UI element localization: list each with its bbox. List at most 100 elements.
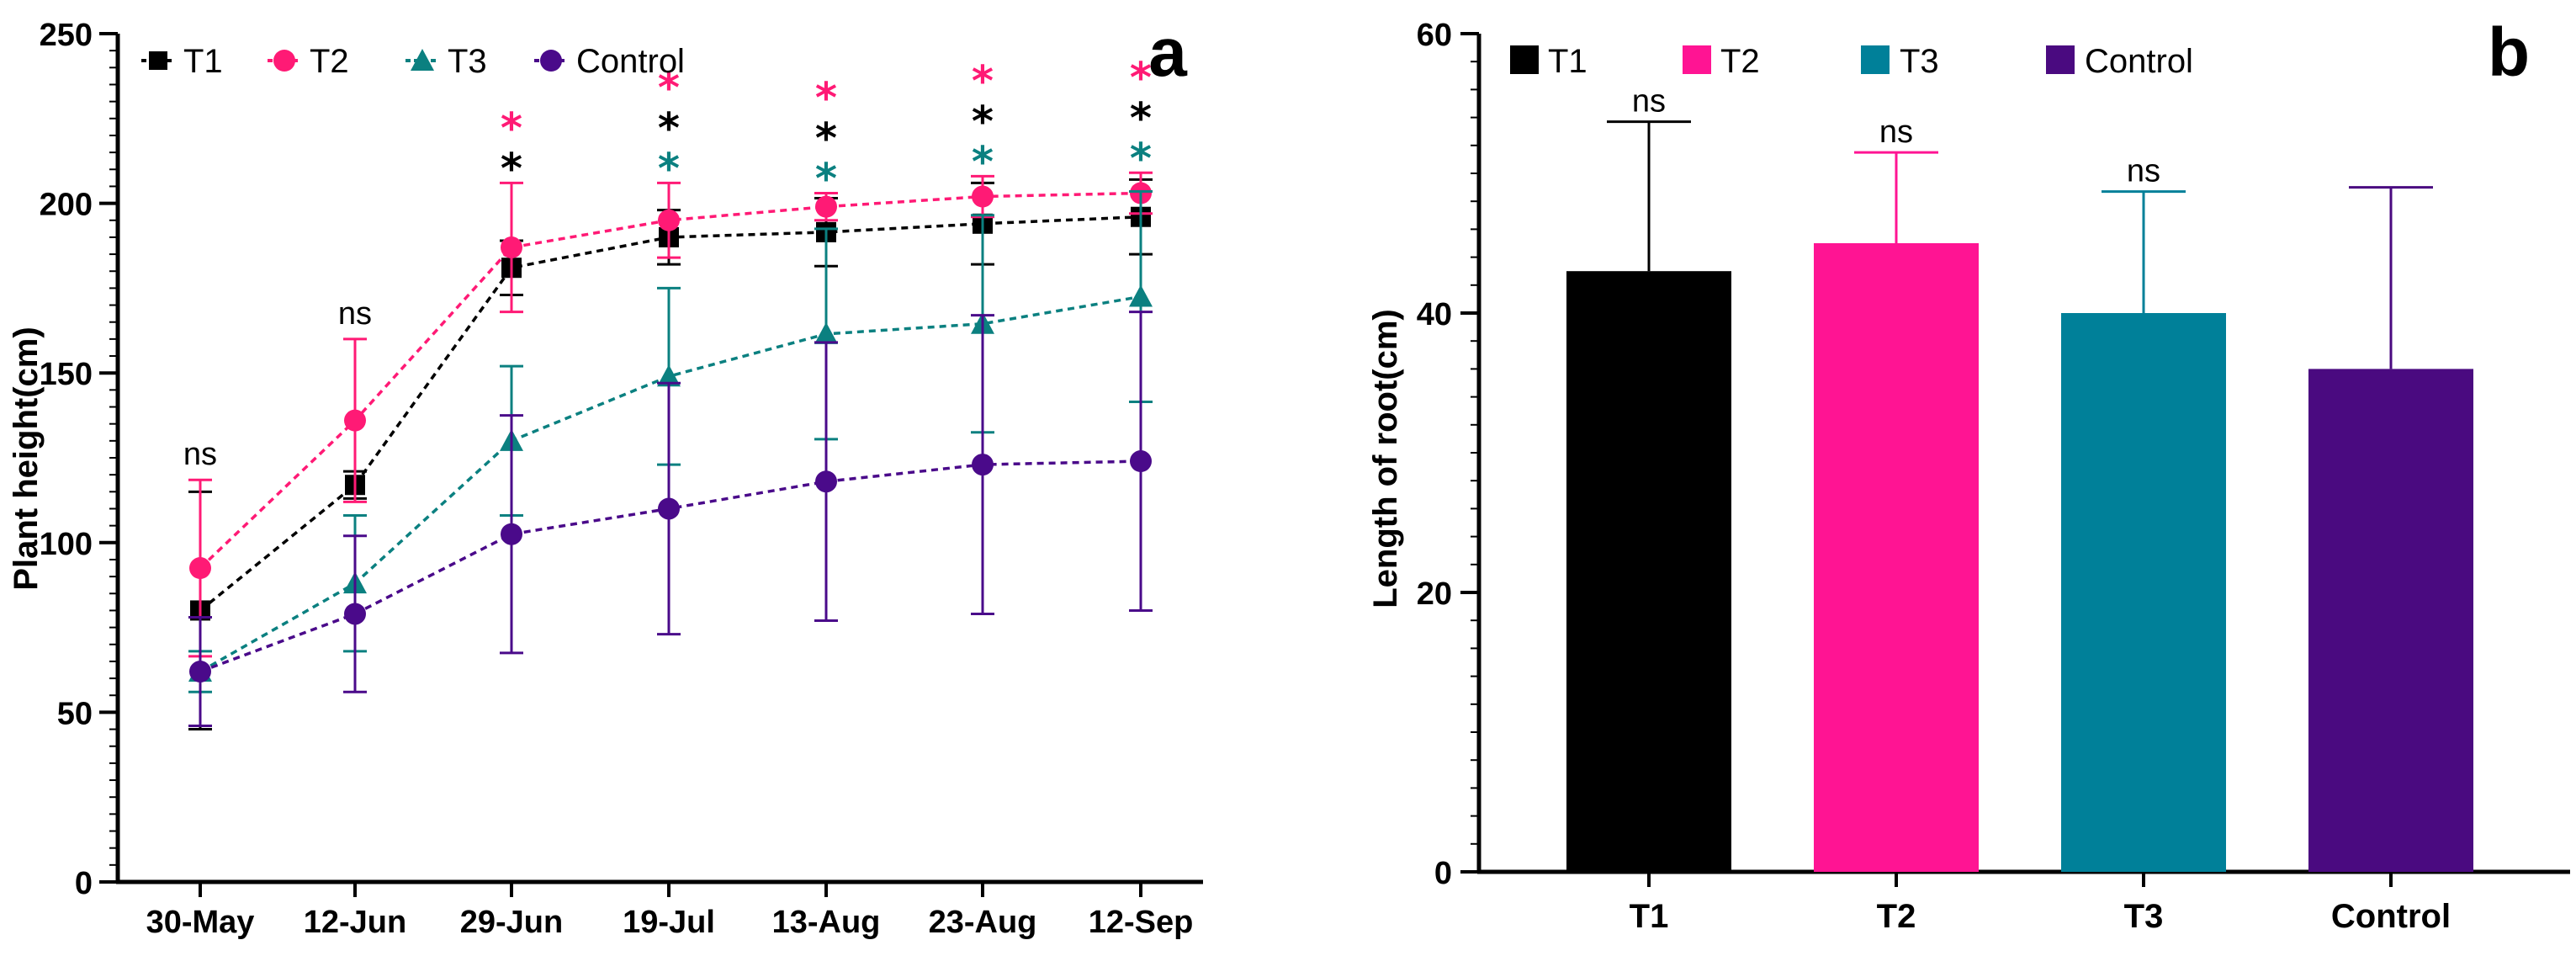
panel-a-legend: T1 T2 T3 Control <box>141 43 685 80</box>
data-point-control-23-aug <box>972 454 994 476</box>
data-point-control-30-may <box>189 661 211 683</box>
annotation-star-12-sep: * <box>1130 134 1152 183</box>
annotation-star-23-aug: * <box>972 97 994 146</box>
series-line-control <box>199 459 1142 673</box>
legend-label-b-t3: T3 <box>1900 43 1939 80</box>
data-point-t3-19-jul <box>657 364 681 387</box>
data-point-control-12-sep <box>1130 450 1152 473</box>
legend-swatch-b-t1 <box>1510 45 1539 74</box>
legend-label-b-t1: T1 <box>1548 43 1587 80</box>
b-x-tick-label-control: Control <box>2331 898 2451 935</box>
panel-a-line-chart: 0 50 100 150 200 250 30-May 12-Jun 29-Jun 19-Jul… <box>8 14 1203 940</box>
bar-label-ns-t1: ns <box>1632 84 1666 120</box>
x-tick-label-29-jun: 29-Jun <box>460 905 563 940</box>
panel-b-bars: ns ns ns <box>1566 84 2473 872</box>
annotation-ns-30-may: ns <box>183 437 217 472</box>
legend-marker-t1 <box>149 51 167 70</box>
panel-b-y-axis-title: Length of root(cm) <box>1367 309 1404 608</box>
series-control <box>188 311 1153 728</box>
annotation-star-13-aug: * <box>815 74 837 123</box>
series-line-t1 <box>199 215 1142 612</box>
legend-label-t1: T1 <box>183 43 223 80</box>
bar-control <box>2308 369 2473 872</box>
panel-a-x-ticks: 30-May 12-Jun 29-Jun 19-Jul 13-Aug 23-Aug 12-S… <box>146 882 1194 940</box>
bar-group-t2: ns <box>1814 114 1979 872</box>
x-tick-label-23-aug: 23-Aug <box>929 905 1037 940</box>
bar-group-t3: ns <box>2061 154 2226 872</box>
data-point-t2-29-jun <box>501 236 522 259</box>
bar-label-ns-t3: ns <box>2127 154 2160 189</box>
y-tick-label-0: 0 <box>75 866 93 901</box>
annotation-ns-12-jun: ns <box>338 296 372 332</box>
data-point-control-13-aug <box>815 470 837 493</box>
x-tick-label-13-aug: 13-Aug <box>772 905 881 940</box>
b-x-tick-label-t2: T2 <box>1877 898 1916 935</box>
data-point-t3-13-aug <box>814 321 838 344</box>
legend-item-t1: T1 <box>141 43 223 80</box>
panel-b-legend: T1 T2 T3 Control <box>1510 43 2193 80</box>
panel-b-bar-chart: 0 20 40 60 T1 T2 T3 Control Length of root(cm)… <box>1367 14 2570 935</box>
legend-item-t3: T3 <box>405 43 487 80</box>
legend-label-control: Control <box>576 43 685 80</box>
series-line-t3 <box>199 295 1142 673</box>
bar-group-control <box>2308 186 2473 872</box>
annotation-star-12-sep: * <box>1130 93 1152 142</box>
legend-marker-control <box>540 50 562 72</box>
bar-t2 <box>1814 243 1979 872</box>
y-tick-label-250: 250 <box>40 18 93 53</box>
legend-item-t2: T2 <box>268 43 349 80</box>
bar-group-t1: ns <box>1566 84 1731 872</box>
data-point-control-19-jul <box>658 497 680 520</box>
annotation-star-23-aug: * <box>972 137 994 186</box>
data-point-t2-12-jun <box>344 409 366 432</box>
legend-item-b-control: Control <box>2046 43 2193 80</box>
panel-b-x-ticks: T1 T2 T3 Control <box>1630 872 2451 935</box>
legend-label-b-control: Control <box>2085 43 2193 80</box>
annotation-star-13-aug: * <box>815 155 837 204</box>
legend-marker-t3 <box>411 49 434 71</box>
annotation-star-29-jun: * <box>501 144 522 193</box>
legend-swatch-b-control <box>2046 45 2075 74</box>
x-tick-label-12-sep: 12-Sep <box>1089 905 1194 940</box>
x-tick-label-19-jul: 19-Jul <box>623 905 715 940</box>
legend-label-t2: T2 <box>310 43 349 80</box>
annotation-star-29-jun: * <box>501 104 522 152</box>
panel-b-y-ticks: 0 20 40 60 <box>1417 18 1479 891</box>
annotation-star-23-aug: * <box>972 56 994 105</box>
series-t2 <box>188 171 1153 658</box>
legend-swatch-b-t3 <box>1861 45 1890 74</box>
y-tick-label-100: 100 <box>40 527 93 562</box>
b-x-tick-label-t1: T1 <box>1630 898 1669 935</box>
data-point-control-12-jun <box>344 603 366 625</box>
x-tick-label-12-jun: 12-Jun <box>304 905 406 940</box>
annotation-star-19-jul: * <box>658 63 680 112</box>
panel-a-letter: a <box>1148 14 1188 91</box>
x-tick-label-30-may: 30-May <box>146 905 255 940</box>
b-y-tick-label-0: 0 <box>1434 856 1452 891</box>
legend-item-b-t1: T1 <box>1510 43 1587 80</box>
panel-a-y-ticks: 0 50 100 150 200 250 <box>40 18 118 901</box>
data-point-t2-23-aug <box>972 185 994 208</box>
y-tick-label-200: 200 <box>40 188 93 223</box>
panel-b-letter: b <box>2488 14 2530 91</box>
data-point-t2-30-may <box>189 557 211 580</box>
legend-swatch-b-t2 <box>1683 45 1711 74</box>
data-point-control-29-jun <box>501 523 522 545</box>
legend-marker-t2 <box>273 50 295 72</box>
data-point-t2-19-jul <box>658 209 680 231</box>
bar-t3 <box>2061 313 2226 872</box>
b-y-tick-label-60: 60 <box>1417 18 1452 53</box>
b-y-tick-label-20: 20 <box>1417 576 1452 612</box>
legend-label-t3: T3 <box>448 43 487 80</box>
panel-a-y-axis-title: Plant height(cm) <box>8 327 45 590</box>
data-point-t2-13-aug <box>815 195 837 218</box>
y-tick-label-150: 150 <box>40 357 93 392</box>
legend-item-b-t2: T2 <box>1683 43 1760 80</box>
y-tick-label-50: 50 <box>57 696 93 731</box>
annotation-star-12-sep: * <box>1130 53 1152 102</box>
annotation-star-19-jul: * <box>658 144 680 193</box>
b-x-tick-label-t3: T3 <box>2124 898 2164 935</box>
series-t1 <box>188 178 1153 731</box>
annotation-star-13-aug: * <box>815 114 837 163</box>
